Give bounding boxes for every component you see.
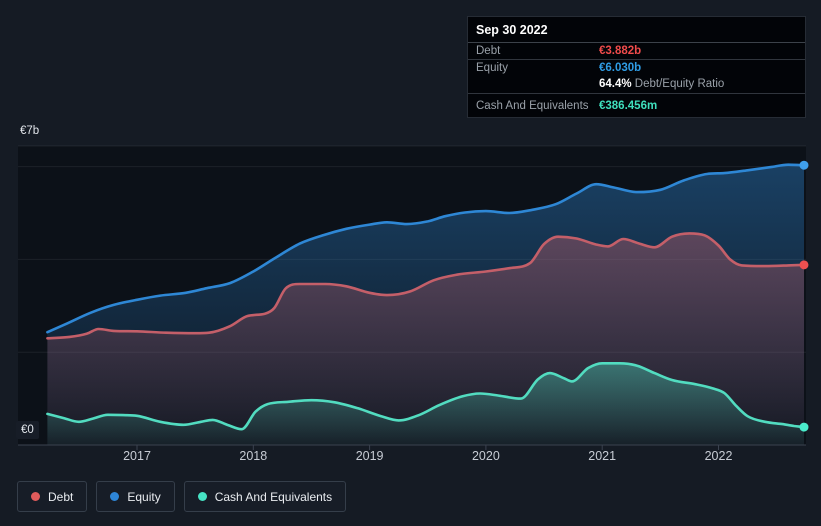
legend-item-debt[interactable]: Debt (17, 481, 88, 512)
x-axis-label-2019: 2019 (355, 449, 384, 463)
tooltip-row-label: Equity (476, 61, 508, 74)
legend-dot (197, 492, 207, 501)
chart-tooltip: Sep 30 2022 Debt €3.882b Equity €6.030b 64.4… (467, 16, 806, 118)
tooltip-row-cash-and-equivalents: Cash And Equivalents €386.456m (468, 93, 805, 117)
x-axis-label-2021: 2021 (588, 449, 617, 463)
legend-label: Debt (48, 489, 74, 504)
cash-and-equivalents-end-dot[interactable] (799, 422, 809, 432)
legend-dot (31, 492, 40, 501)
tooltip-row-ratio: 64.4% Debt/Equity Ratio (468, 75, 805, 93)
tooltip-row-value-suffix: Debt/Equity Ratio (631, 78, 725, 90)
tooltip-row-value: 64.4% Debt/Equity Ratio (599, 78, 725, 90)
tooltip-row-label: Debt (476, 45, 501, 57)
y-axis-max-label: €7b (20, 125, 40, 137)
x-axis-label-2022: 2022 (704, 449, 733, 463)
legend-item-cash-and-equivalents[interactable]: Cash And Equivalents (183, 481, 347, 512)
debt-line (46, 232, 806, 340)
debt-end-dot[interactable] (799, 260, 809, 270)
y-axis-zero-label: €0 (16, 421, 39, 439)
legend-label: Cash And Equivalents (214, 489, 333, 504)
x-axis-label-2020: 2020 (471, 449, 500, 463)
cash-and-equivalents-area (47, 363, 804, 445)
equity-end-dot[interactable] (799, 160, 809, 170)
legend-label: Equity (127, 489, 161, 504)
x-axis-label-2017: 2017 (123, 449, 151, 463)
tooltip-row-value: €6.030b (599, 61, 642, 74)
equity-line (46, 163, 806, 334)
tooltip-row-value: €386.456m (599, 99, 658, 112)
legend-dot (110, 492, 120, 501)
tooltip-row-label: Cash And Equivalents (476, 99, 589, 112)
tooltip-row-value: €3.882b (599, 45, 642, 57)
legend-item-equity[interactable]: Equity (96, 481, 175, 512)
tooltip-row-debt: Debt €3.882b (468, 43, 805, 59)
tooltip-date: Sep 30 2022 (468, 17, 805, 43)
tooltip-row-equity: Equity €6.030b (468, 59, 805, 75)
chart-legend: Debt Equity Cash And Equivalents (17, 481, 347, 512)
cash-and-equivalents-line (46, 361, 806, 431)
x-axis-label-2018: 2018 (239, 449, 268, 463)
